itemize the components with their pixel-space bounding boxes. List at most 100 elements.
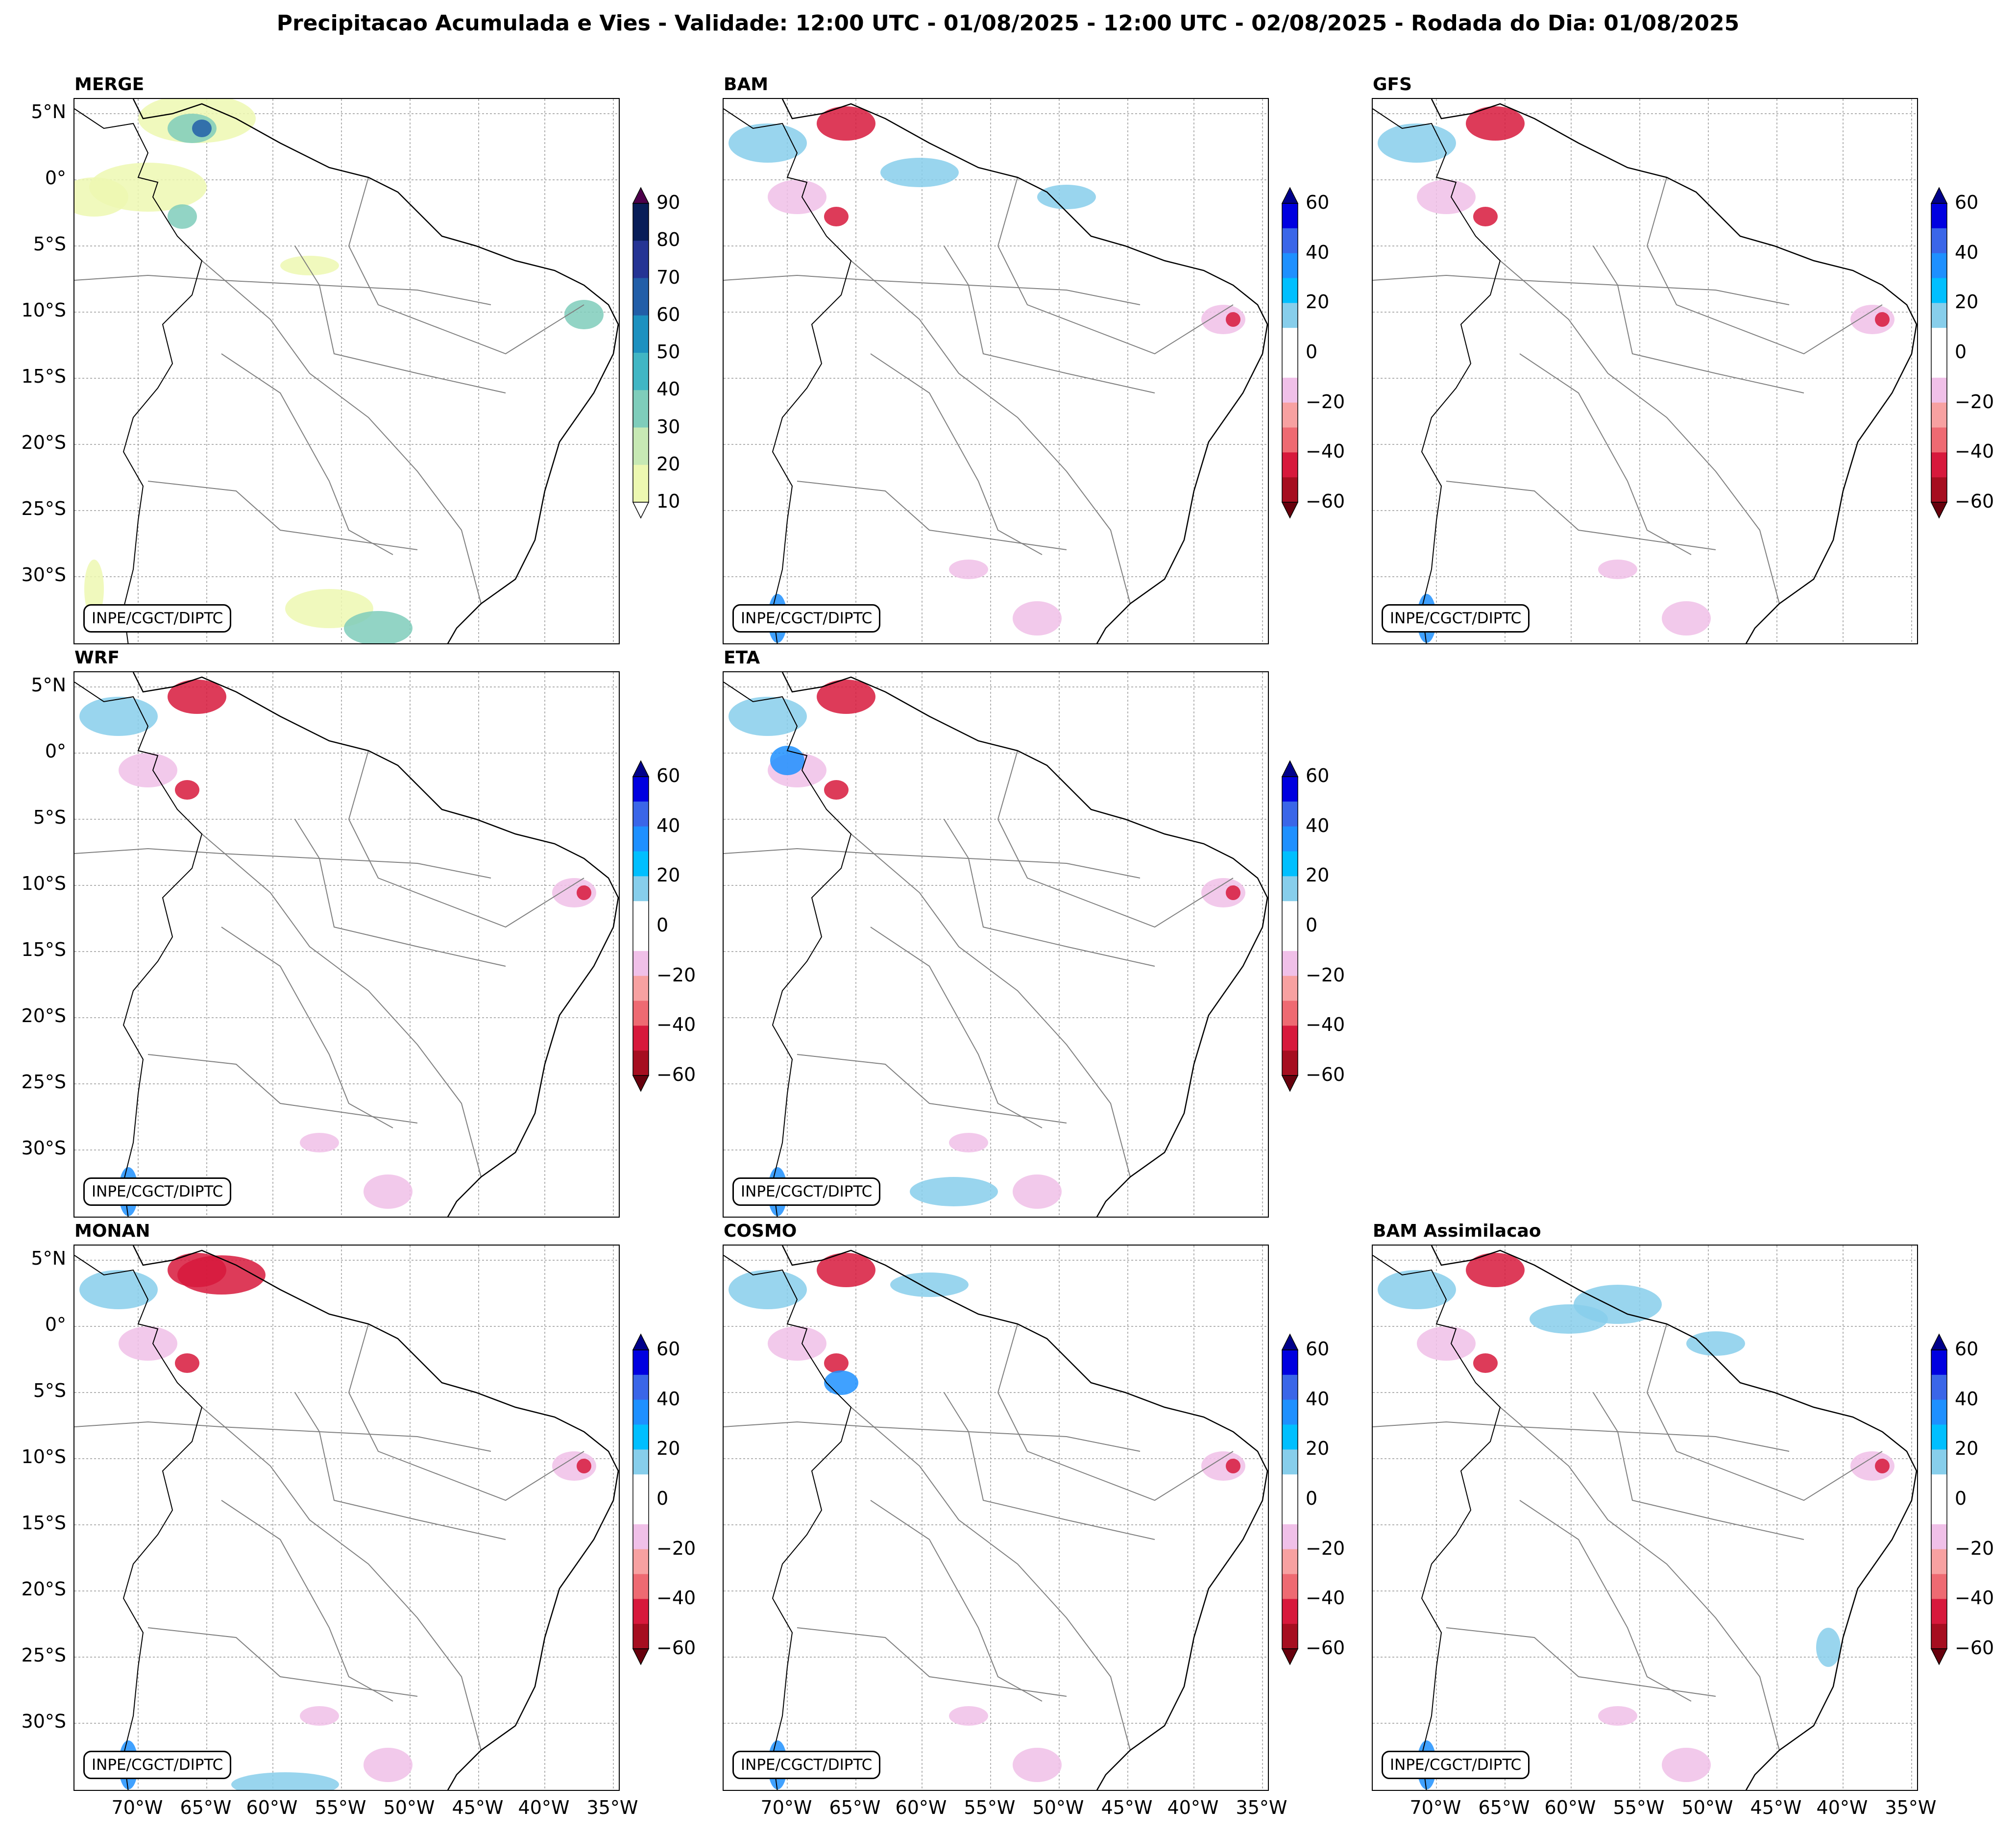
- lat-tick-label: 5°S: [33, 807, 66, 828]
- colorbar-segment: [1931, 477, 1947, 503]
- bias-area: [1201, 878, 1245, 907]
- lat-tick-label: 20°S: [21, 432, 66, 453]
- lat-tick-label: 20°S: [21, 1005, 66, 1027]
- colorbar-tick-label: −40: [1955, 1587, 1994, 1609]
- lon-tick-label: 65°W: [1478, 1797, 1530, 1818]
- panel-title: MERGE: [74, 74, 145, 95]
- state-border: [1500, 260, 1780, 604]
- colorbar-segment: [633, 976, 649, 1001]
- map-panel: INPE/CGCT/DIPTC: [73, 671, 620, 1218]
- panel-title: COSMO: [724, 1221, 797, 1241]
- lon-tick-label: 70°W: [111, 1797, 163, 1818]
- colorbar-extend-min: [1281, 502, 1299, 519]
- bias-area: [1662, 1748, 1711, 1782]
- state-border: [997, 1323, 1234, 1501]
- precip-area: [280, 256, 339, 275]
- bias-area: [890, 1272, 969, 1297]
- credit-stamp: INPE/CGCT/DIPTC: [83, 604, 232, 633]
- colorbar-segment: [1282, 328, 1298, 353]
- precip-area: [192, 120, 212, 137]
- colorbar-tick-label: 60: [1306, 765, 1330, 786]
- country-border: [74, 1255, 203, 1790]
- colorbar-tick-label: 20: [1306, 291, 1330, 313]
- colorbar-segment: [1282, 1449, 1298, 1475]
- colorbar-segment: [1931, 402, 1947, 428]
- state-border: [1373, 1421, 1790, 1452]
- figure-title: Precipitacao Acumulada e Vies - Validade…: [276, 11, 1740, 36]
- bias-area: [1574, 1285, 1662, 1324]
- bias-area: [168, 680, 226, 714]
- colorbar-segment: [1282, 976, 1298, 1001]
- colorbar-segment: [1282, 876, 1298, 902]
- colorbar-segment: [1282, 402, 1298, 428]
- lat-tick-label: 20°S: [21, 1578, 66, 1600]
- colorbar-tick-label: −20: [1306, 1537, 1345, 1559]
- colorbar-segment: [633, 1499, 649, 1525]
- colorbar-segment: [633, 1449, 649, 1475]
- colorbar: [632, 1333, 650, 1665]
- bias-area: [119, 753, 177, 787]
- colorbar-extend-max: [1930, 1333, 1948, 1350]
- panel-title: ETA: [724, 648, 760, 668]
- state-border: [348, 750, 584, 928]
- credit-stamp: INPE/CGCT/DIPTC: [732, 1177, 881, 1206]
- colorbar-segment: [1282, 1624, 1298, 1649]
- credit-stamp: INPE/CGCT/DIPTC: [1382, 1751, 1530, 1779]
- colorbar-tick-label: −60: [1955, 490, 1994, 512]
- bias-area: [824, 1353, 849, 1373]
- bias-area: [1417, 1326, 1476, 1361]
- colorbar-segment: [1931, 1599, 1947, 1624]
- colorbar-segment: [1282, 1350, 1298, 1375]
- colorbar-tick-label: −20: [1955, 1537, 1994, 1559]
- colorbar-segment: [1282, 253, 1298, 278]
- colorbar-segment: [633, 203, 649, 241]
- bias-area: [824, 1370, 858, 1395]
- bias-area: [231, 1772, 339, 1790]
- lon-tick-label: 65°W: [829, 1797, 881, 1818]
- state-border: [1593, 245, 1804, 393]
- precip-area: [168, 204, 197, 229]
- colorbar-tick-label: −20: [1955, 391, 1994, 413]
- colorbar-segment: [633, 390, 649, 428]
- bias-area: [364, 1748, 413, 1782]
- lat-tick-label: 5°N: [31, 674, 66, 696]
- precip-area: [74, 177, 128, 217]
- state-border: [294, 819, 506, 967]
- lon-tick-label: 65°W: [180, 1797, 232, 1818]
- bias-area: [1473, 1353, 1498, 1373]
- colorbar-segment: [633, 951, 649, 977]
- colorbar-tick-label: −60: [1306, 490, 1345, 512]
- map-panel: INPE/CGCT/DIPTC: [723, 98, 1269, 644]
- colorbar: [1930, 187, 1948, 519]
- map-panel: INPE/CGCT/DIPTC: [1372, 98, 1918, 644]
- bias-area: [1417, 180, 1476, 214]
- lon-tick-label: 45°W: [1750, 1797, 1802, 1818]
- colorbar-segment: [633, 926, 649, 952]
- colorbar-tick-label: 60: [656, 765, 680, 786]
- state-border: [1373, 274, 1790, 305]
- colorbar-tick-label: 40: [1955, 1388, 1979, 1410]
- lon-tick-label: 40°W: [1816, 1797, 1868, 1818]
- bias-area: [119, 1326, 177, 1361]
- state-border: [294, 245, 506, 393]
- bias-area: [1875, 312, 1890, 327]
- colorbar-segment: [633, 1374, 649, 1400]
- bias-area: [1662, 601, 1711, 636]
- state-border: [1646, 1323, 1883, 1501]
- coastline: [132, 99, 619, 643]
- bias-area: [768, 1326, 826, 1361]
- map-panel: INPE/CGCT/DIPTC: [73, 98, 620, 644]
- state-border: [221, 927, 393, 1128]
- colorbar-segment: [1282, 1574, 1298, 1599]
- state-border: [1593, 1392, 1804, 1540]
- colorbar: [632, 187, 650, 519]
- colorbar-tick-label: 50: [656, 341, 680, 363]
- coastline: [781, 99, 1268, 643]
- lat-tick-label: 25°S: [21, 1644, 66, 1666]
- colorbar-extend-max: [632, 187, 650, 204]
- colorbar-segment: [633, 777, 649, 802]
- lon-tick-label: 35°W: [1885, 1797, 1937, 1818]
- colorbar-segment: [1282, 1499, 1298, 1525]
- colorbar-segment: [633, 1350, 649, 1375]
- country-border: [724, 1255, 852, 1790]
